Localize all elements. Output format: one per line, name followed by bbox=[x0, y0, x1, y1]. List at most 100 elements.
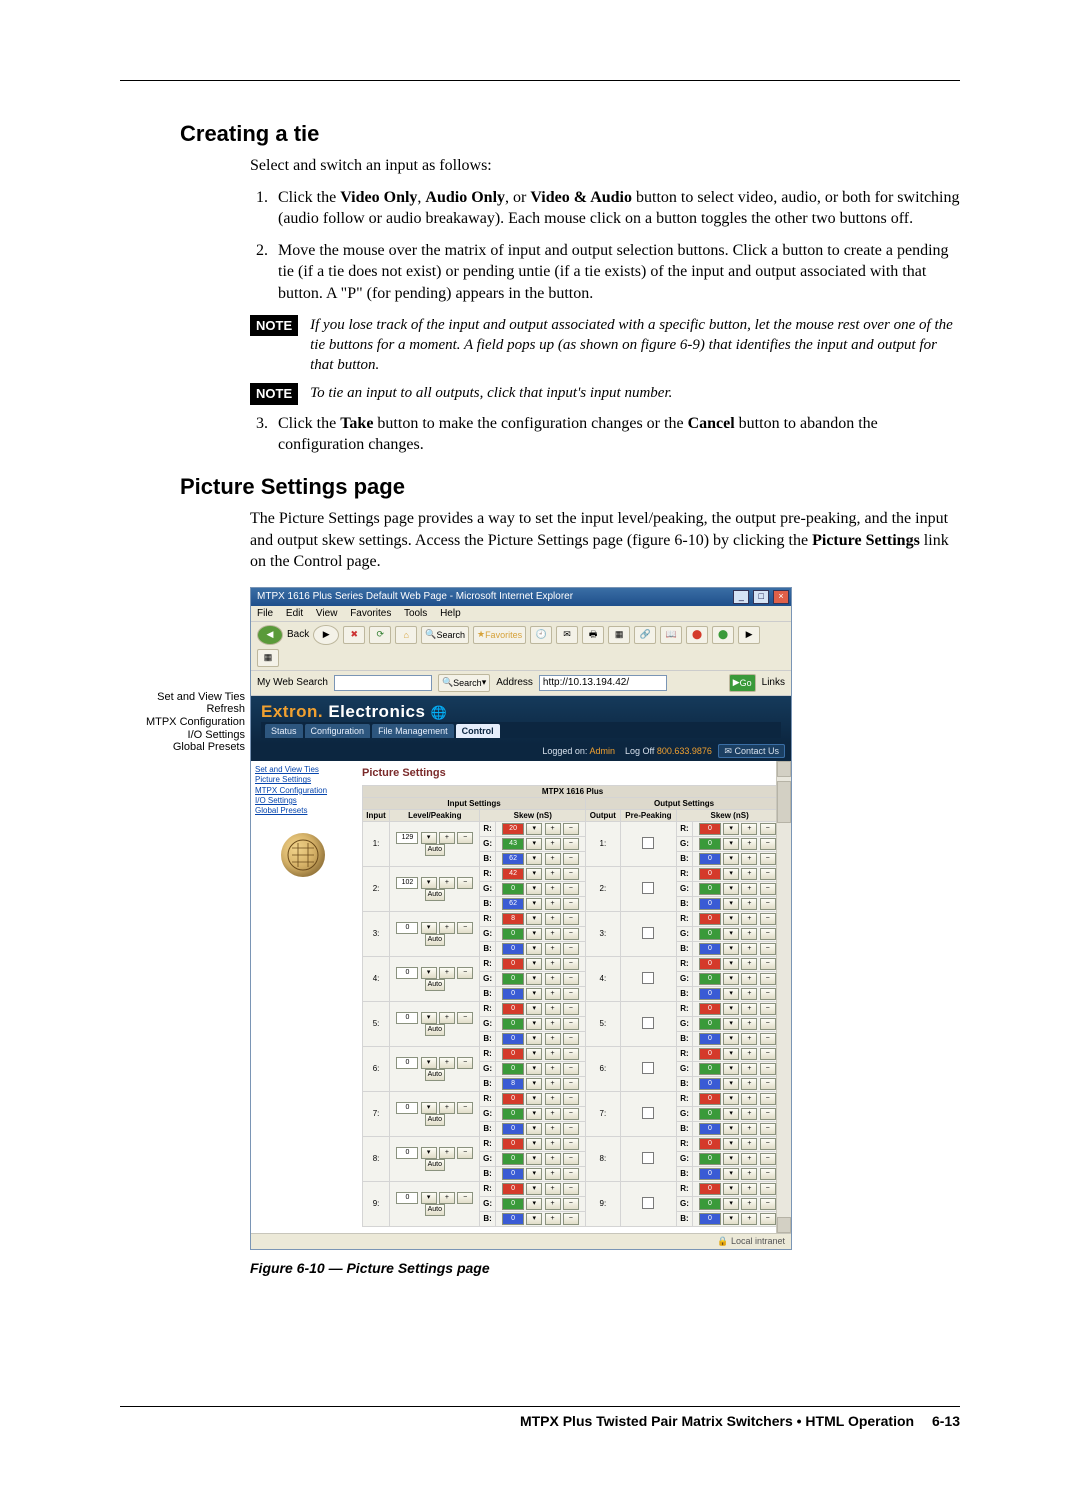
skew-output-cell[interactable]: 0 ▾ + − bbox=[692, 866, 782, 881]
skew-output-cell[interactable]: 0 ▾ + − bbox=[692, 851, 782, 866]
menu-file[interactable]: File bbox=[257, 608, 273, 619]
tb-icon[interactable]: 🔗 bbox=[634, 626, 656, 644]
refresh-button[interactable]: ⟳ bbox=[369, 626, 391, 644]
skew-output-cell[interactable]: 0 ▾ + − bbox=[692, 956, 782, 971]
skew-output-cell[interactable]: 0 ▾ + − bbox=[692, 1031, 782, 1046]
level-cell[interactable]: 0 ▾ + −Auto bbox=[390, 1046, 480, 1091]
prepeak-cell[interactable] bbox=[620, 1181, 677, 1226]
stop-button[interactable]: ✖ bbox=[343, 626, 365, 644]
scroll-thumb[interactable] bbox=[777, 781, 791, 823]
skew-input-cell[interactable]: 0 ▾ + − bbox=[495, 926, 585, 941]
prepeak-cell[interactable] bbox=[620, 821, 677, 866]
prepeak-cell[interactable] bbox=[620, 1091, 677, 1136]
contact-button[interactable]: ✉ Contact Us bbox=[718, 744, 785, 758]
level-cell[interactable]: 129 ▾ + −Auto bbox=[390, 821, 480, 866]
skew-output-cell[interactable]: 0 ▾ + − bbox=[692, 1196, 782, 1211]
links-label[interactable]: Links bbox=[762, 677, 785, 688]
skew-input-cell[interactable]: 0 ▾ + − bbox=[495, 881, 585, 896]
tab-control[interactable]: Control bbox=[456, 724, 500, 738]
logoff-link[interactable]: Log Off bbox=[625, 746, 654, 756]
skew-input-cell[interactable]: 8 ▾ + − bbox=[495, 911, 585, 926]
home-button[interactable]: ⌂ bbox=[395, 626, 417, 644]
nav-mtpx[interactable]: MTPX Configuration bbox=[255, 786, 350, 796]
prepeak-checkbox[interactable] bbox=[642, 837, 654, 849]
prepeak-cell[interactable] bbox=[620, 866, 677, 911]
skew-output-cell[interactable]: 0 ▾ + − bbox=[692, 1181, 782, 1196]
skew-input-cell[interactable]: 0 ▾ + − bbox=[495, 1181, 585, 1196]
prepeak-checkbox[interactable] bbox=[642, 1107, 654, 1119]
skew-output-cell[interactable]: 0 ▾ + − bbox=[692, 881, 782, 896]
prepeak-checkbox[interactable] bbox=[642, 927, 654, 939]
tab-configuration[interactable]: Configuration bbox=[305, 724, 371, 738]
skew-output-cell[interactable]: 0 ▾ + − bbox=[692, 1106, 782, 1121]
minimize-button[interactable]: _ bbox=[733, 590, 749, 604]
skew-output-cell[interactable]: 0 ▾ + − bbox=[692, 986, 782, 1001]
skew-output-cell[interactable]: 0 ▾ + − bbox=[692, 896, 782, 911]
prepeak-checkbox[interactable] bbox=[642, 1062, 654, 1074]
go-button[interactable]: ▶ Go bbox=[729, 674, 756, 692]
skew-input-cell[interactable]: 0 ▾ + − bbox=[495, 986, 585, 1001]
maximize-button[interactable]: □ bbox=[753, 590, 769, 604]
skew-output-cell[interactable]: 0 ▾ + − bbox=[692, 926, 782, 941]
skew-input-cell[interactable]: 0 ▾ + − bbox=[495, 1151, 585, 1166]
skew-input-cell[interactable]: 42 ▾ + − bbox=[495, 866, 585, 881]
skew-output-cell[interactable]: 0 ▾ + − bbox=[692, 1001, 782, 1016]
skew-output-cell[interactable]: 0 ▾ + − bbox=[692, 911, 782, 926]
nav-presets[interactable]: Global Presets bbox=[255, 806, 350, 816]
skew-output-cell[interactable]: 0 ▾ + − bbox=[692, 1091, 782, 1106]
prepeak-checkbox[interactable] bbox=[642, 1197, 654, 1209]
skew-input-cell[interactable]: 8 ▾ + − bbox=[495, 1076, 585, 1091]
prepeak-checkbox[interactable] bbox=[642, 1017, 654, 1029]
prepeak-checkbox[interactable] bbox=[642, 972, 654, 984]
tb-icon[interactable]: ▦ bbox=[608, 626, 630, 644]
level-cell[interactable]: 0 ▾ + −Auto bbox=[390, 956, 480, 1001]
level-cell[interactable]: 0 ▾ + −Auto bbox=[390, 1091, 480, 1136]
close-button[interactable]: × bbox=[773, 590, 789, 604]
skew-output-cell[interactable]: 0 ▾ + − bbox=[692, 941, 782, 956]
prepeak-checkbox[interactable] bbox=[642, 882, 654, 894]
skew-output-cell[interactable]: 0 ▾ + − bbox=[692, 836, 782, 851]
skew-output-cell[interactable]: 0 ▾ + − bbox=[692, 1211, 782, 1226]
skew-input-cell[interactable]: 0 ▾ + − bbox=[495, 1136, 585, 1151]
skew-output-cell[interactable]: 0 ▾ + − bbox=[692, 1121, 782, 1136]
skew-input-cell[interactable]: 0 ▾ + − bbox=[495, 1196, 585, 1211]
print-button[interactable]: 🖶 bbox=[582, 626, 604, 644]
nav-picture[interactable]: Picture Settings bbox=[255, 775, 350, 785]
tab-filemgmt[interactable]: File Management bbox=[372, 724, 454, 738]
nav-setview[interactable]: Set and View Ties bbox=[255, 765, 350, 775]
skew-input-cell[interactable]: 0 ▾ + − bbox=[495, 1031, 585, 1046]
skew-input-cell[interactable]: 62 ▾ + − bbox=[495, 896, 585, 911]
websearch-input[interactable] bbox=[334, 675, 432, 691]
prepeak-cell[interactable] bbox=[620, 956, 677, 1001]
level-cell[interactable]: 0 ▾ + −Auto bbox=[390, 1136, 480, 1181]
skew-output-cell[interactable]: 0 ▾ + − bbox=[692, 1061, 782, 1076]
skew-output-cell[interactable]: 0 ▾ + − bbox=[692, 1136, 782, 1151]
skew-input-cell[interactable]: 0 ▾ + − bbox=[495, 1166, 585, 1181]
history-button[interactable]: 🕘 bbox=[530, 626, 552, 644]
tb-icon[interactable]: 📖 bbox=[660, 626, 682, 644]
search-button[interactable]: 🔍 Search bbox=[421, 626, 469, 644]
skew-input-cell[interactable]: 0 ▾ + − bbox=[495, 1016, 585, 1031]
skew-output-cell[interactable]: 0 ▾ + − bbox=[692, 1076, 782, 1091]
prepeak-cell[interactable] bbox=[620, 911, 677, 956]
skew-input-cell[interactable]: 0 ▾ + − bbox=[495, 1046, 585, 1061]
back-button[interactable]: ◀ bbox=[257, 625, 283, 645]
skew-input-cell[interactable]: 43 ▾ + − bbox=[495, 836, 585, 851]
skew-input-cell[interactable]: 0 ▾ + − bbox=[495, 1106, 585, 1121]
skew-input-cell[interactable]: 0 ▾ + − bbox=[495, 956, 585, 971]
skew-output-cell[interactable]: 0 ▾ + − bbox=[692, 1046, 782, 1061]
mail-button[interactable]: ✉ bbox=[556, 626, 578, 644]
prepeak-cell[interactable] bbox=[620, 1046, 677, 1091]
skew-output-cell[interactable]: 0 ▾ + − bbox=[692, 1151, 782, 1166]
nav-io[interactable]: I/O Settings bbox=[255, 796, 350, 806]
prepeak-checkbox[interactable] bbox=[642, 1152, 654, 1164]
tb-icon[interactable]: ▶ bbox=[738, 626, 760, 644]
skew-output-cell[interactable]: 0 ▾ + − bbox=[692, 971, 782, 986]
skew-input-cell[interactable]: 0 ▾ + − bbox=[495, 971, 585, 986]
skew-output-cell[interactable]: 0 ▾ + − bbox=[692, 821, 782, 836]
forward-button[interactable]: ▶ bbox=[313, 625, 339, 645]
skew-input-cell[interactable]: 62 ▾ + − bbox=[495, 851, 585, 866]
address-input[interactable] bbox=[539, 675, 667, 691]
prepeak-cell[interactable] bbox=[620, 1001, 677, 1046]
favorites-button[interactable]: ★ Favorites bbox=[473, 626, 526, 644]
